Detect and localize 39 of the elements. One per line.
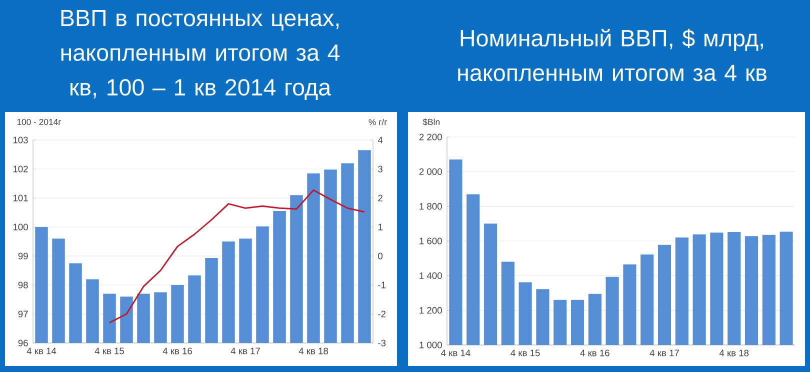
chart-title: ВВП в постоянных ценах, накопленным итогом за 4 кв, 100 – 1 кв 2014 года [61, 10, 340, 100]
y-axis-title: $Bln [422, 118, 440, 126]
y-tick-label: 102 [13, 166, 28, 172]
x-tick-label: 4 кв 18 [298, 348, 328, 354]
y2-tick-label: -1 [378, 282, 386, 288]
x-tick-label: 4 кв 14 [26, 348, 56, 354]
x-tick-label: 4 кв 16 [580, 350, 610, 356]
y-tick-label: 1 600 [420, 238, 442, 244]
y-tick-label: 1 800 [420, 203, 442, 210]
x-tick-label: 4 кв 17 [230, 348, 260, 354]
y-tick-label: 98 [18, 282, 28, 288]
y2-tick-label: -2 [378, 310, 386, 318]
y2-tick-label: -3 [378, 340, 386, 346]
y-tick-label: 1 000 [420, 342, 442, 348]
y-axis-title: 100 - 2014г [17, 118, 62, 126]
x-tick-label: 4 кв 15 [94, 348, 124, 354]
x-tick-label: 4 кв 15 [510, 350, 540, 356]
y-tick-label: 97 [18, 310, 28, 318]
y-tick-label: 2 200 [419, 134, 442, 140]
y-tick-label: 100 [13, 224, 28, 230]
y-tick-label: 101 [13, 194, 28, 202]
line-series [108, 189, 366, 324]
chart-title: Номинальный ВВП, $ млрд, накопленным итогом за 4 кв [458, 28, 766, 82]
y2-tick-label: 3 [378, 166, 382, 172]
x-tick-label: 4 кв 16 [162, 348, 192, 354]
x-tick-label: 4 кв 17 [650, 350, 679, 356]
y-tick-label: 103 [13, 136, 28, 144]
y2-tick-label: 0 [378, 252, 383, 260]
y-tick-label: 96 [18, 340, 28, 346]
y2-axis-title: % г/г [368, 118, 388, 126]
y2-tick-label: 2 [378, 194, 382, 202]
y2-tick-label: 4 [378, 136, 383, 144]
y-tick-label: 99 [18, 252, 28, 260]
y-tick-label: 1 200 [420, 307, 442, 314]
x-tick-label: 4 кв 14 [441, 350, 470, 356]
y2-tick-label: 1 [378, 224, 382, 230]
y-tick-label: 1 400 [420, 272, 442, 279]
x-tick-label: 4 кв 18 [719, 350, 749, 356]
y-tick-label: 2 000 [419, 168, 442, 175]
